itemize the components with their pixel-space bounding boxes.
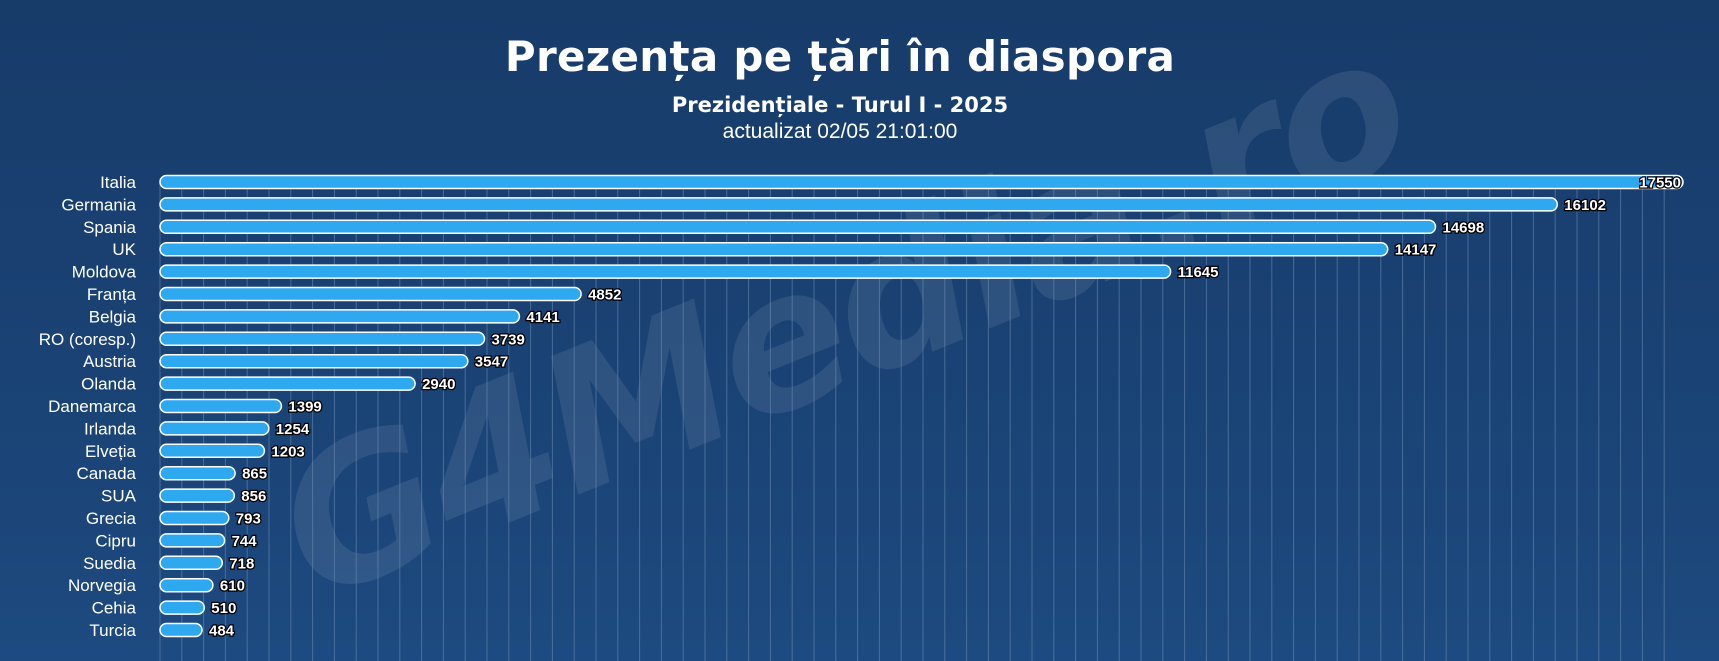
value-label-spania: 14698 <box>1443 219 1485 236</box>
bar-cehia <box>159 600 206 615</box>
bar-austria <box>159 353 469 369</box>
category-label-fran-a: Franța <box>87 285 137 304</box>
value-label-ro-coresp: 3739 <box>492 331 525 348</box>
category-label-turcia: Turcia <box>89 621 136 640</box>
value-label-belgia: 4141 <box>526 309 559 326</box>
value-label-cehia: 510 <box>211 600 236 617</box>
value-label-austria: 3547 <box>475 354 508 371</box>
chart-title: Prezența pe țări în diaspora <box>504 32 1176 81</box>
value-label-danemarca: 1399 <box>288 399 321 416</box>
bar-belgia <box>159 309 521 324</box>
category-label-irlanda: Irlanda <box>84 419 137 438</box>
value-label-norvegia: 610 <box>220 578 245 595</box>
bar-danemarca <box>159 398 283 414</box>
value-label-grecia: 793 <box>236 511 261 528</box>
value-label-cipru: 744 <box>232 533 258 550</box>
bar-ro-coresp <box>159 331 486 347</box>
value-label-elve-ia: 1203 <box>271 443 304 460</box>
bar-turcia <box>159 622 203 638</box>
grid-lines <box>159 178 1665 661</box>
bar-cipru <box>159 533 226 548</box>
value-label-turcia: 484 <box>209 623 235 640</box>
value-label-fran-a: 4852 <box>588 287 621 304</box>
bar-canada <box>159 465 236 481</box>
bar-uk <box>159 241 1389 257</box>
value-label-moldova: 11645 <box>1178 264 1219 281</box>
bar-grecia <box>159 510 230 526</box>
bar-sua <box>159 488 236 503</box>
bar-italia <box>159 174 1684 190</box>
category-label-austria: Austria <box>83 352 136 371</box>
value-label-germania: 16102 <box>1564 197 1606 214</box>
bar-norvegia <box>159 577 214 593</box>
value-label-uk: 14147 <box>1395 242 1437 259</box>
bar-suedia <box>159 555 224 571</box>
update-timestamp: actualizat 02/05 21:01:00 <box>722 120 958 143</box>
chart-subtitle: Prezidențiale - Turul I - 2025 <box>671 93 1009 117</box>
category-label-spania: Spania <box>83 218 136 237</box>
category-label-italia: Italia <box>100 173 136 192</box>
category-label-moldova: Moldova <box>72 263 137 282</box>
category-label-suedia: Suedia <box>83 554 136 573</box>
category-label-cipru: Cipru <box>95 531 136 550</box>
value-label-suedia: 718 <box>229 555 254 572</box>
value-label-canada: 865 <box>242 466 267 483</box>
category-label-uk: UK <box>112 240 136 259</box>
category-label-norvegia: Norvegia <box>68 576 137 595</box>
category-label-cehia: Cehia <box>92 599 137 618</box>
bar-moldova <box>159 264 1172 279</box>
bar-olanda <box>159 376 416 391</box>
value-label-italia: 17550 <box>1639 175 1681 192</box>
category-labels: Italia 17550 Germania 16102 Spania 14698 UK 141… <box>39 173 1683 641</box>
category-label-olanda: Olanda <box>81 375 136 394</box>
category-label-grecia: Grecia <box>86 509 137 528</box>
category-label-sua: SUA <box>101 487 137 506</box>
category-label-germania: Germania <box>61 195 136 214</box>
bars <box>159 174 1684 638</box>
bar-irlanda <box>159 421 270 436</box>
bar-germania <box>159 197 1559 212</box>
category-label-canada: Canada <box>76 464 136 483</box>
bar-fran-a <box>159 286 582 302</box>
category-label-elve-ia: Elveția <box>85 442 137 461</box>
category-label-ro-coresp: RO (coresp.) <box>39 330 136 349</box>
value-label-olanda: 2940 <box>422 376 455 393</box>
bar-elve-ia <box>159 443 266 459</box>
category-label-belgia: Belgia <box>89 307 137 326</box>
category-label-danemarca: Danemarca <box>48 397 136 416</box>
value-label-irlanda: 1254 <box>276 421 310 438</box>
bar-spania <box>159 219 1437 235</box>
value-label-sua: 856 <box>241 488 266 505</box>
